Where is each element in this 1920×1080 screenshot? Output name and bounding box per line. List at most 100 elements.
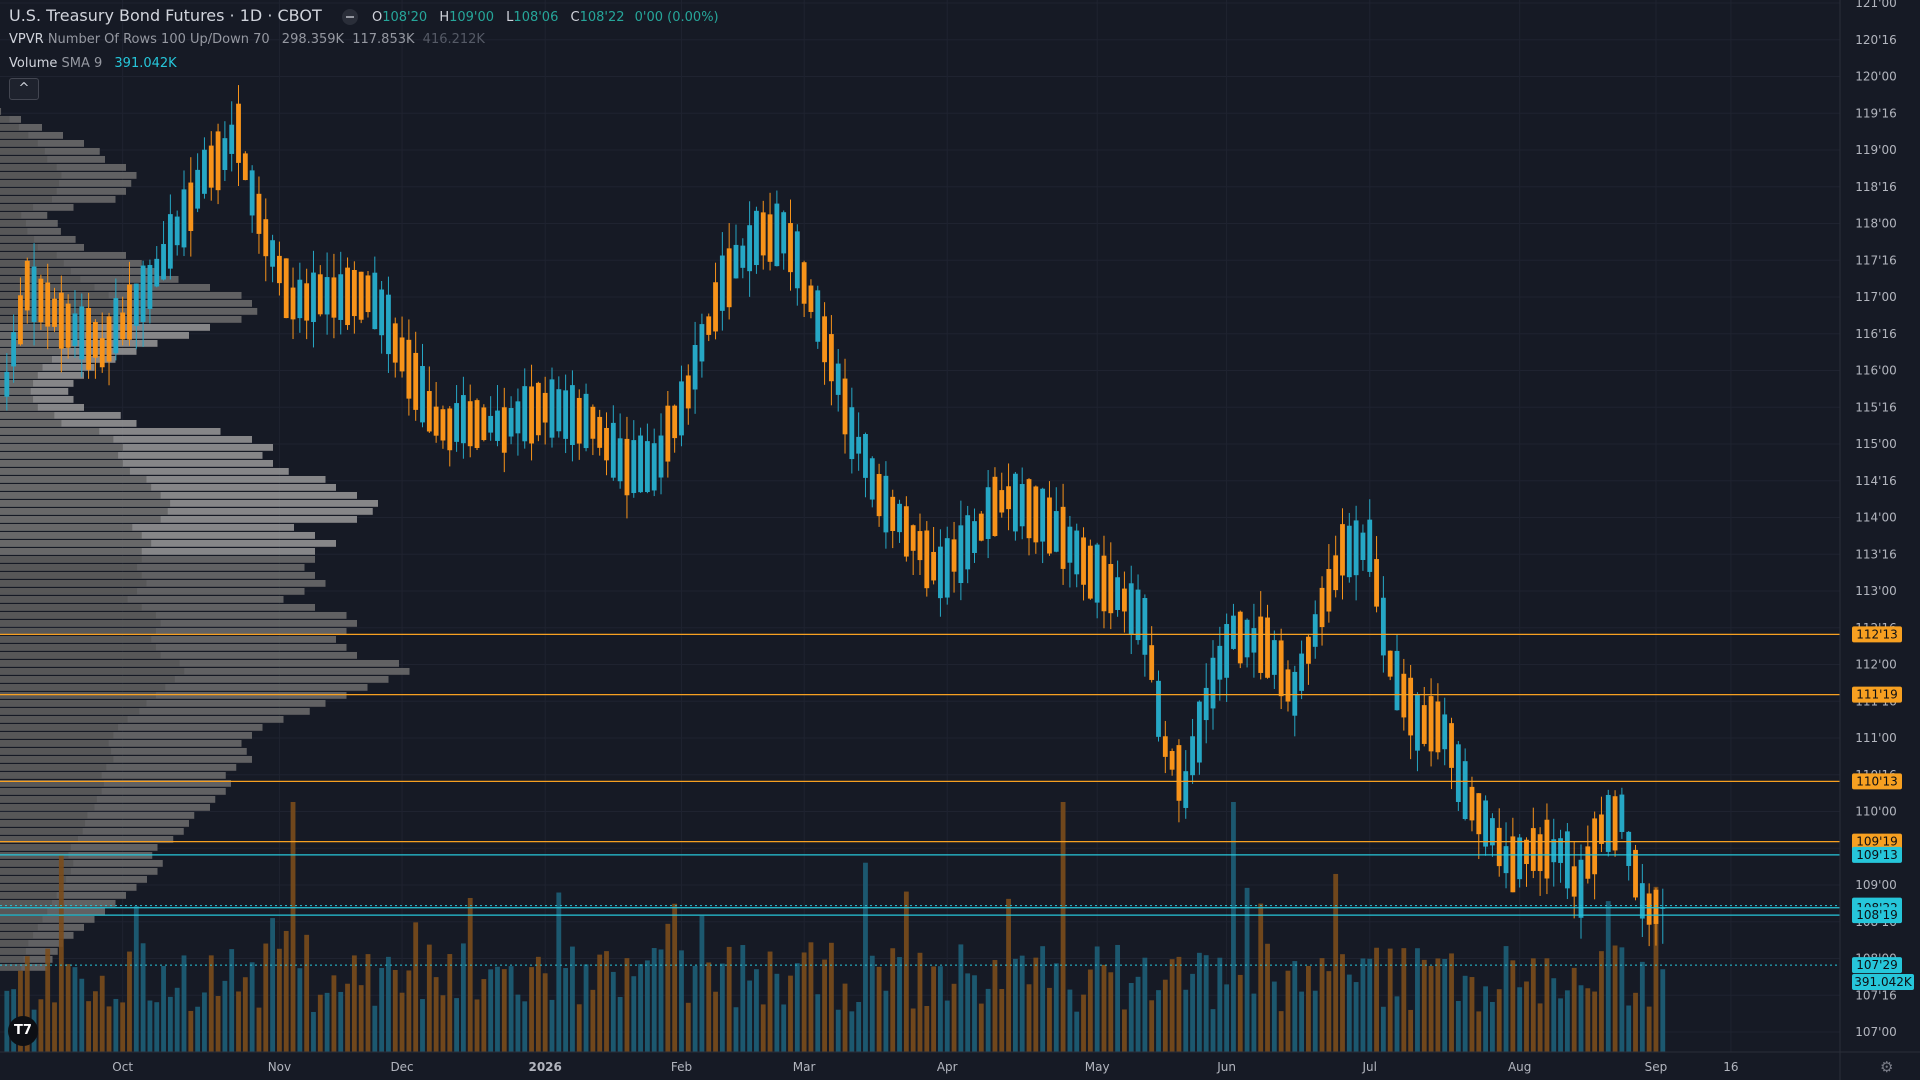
volume-bar	[1251, 993, 1257, 1052]
hline-price-label: 112'13	[1856, 627, 1897, 641]
profile-row-down	[0, 820, 86, 827]
price-tick-label: 107'16	[1855, 988, 1896, 1002]
candle-body	[658, 435, 664, 478]
profile-row	[0, 164, 126, 171]
profile-row	[0, 660, 399, 667]
profile-row	[0, 452, 263, 459]
candle-body	[1551, 839, 1557, 863]
gear-icon[interactable]: ⚙	[1880, 1058, 1894, 1076]
hline-price-label-bg[interactable]	[1852, 773, 1902, 790]
volume-bar	[1633, 992, 1638, 1052]
volume-bar	[372, 1005, 378, 1052]
volume-bar	[931, 966, 937, 1052]
candle-body	[1449, 723, 1454, 768]
candle-body	[338, 274, 344, 320]
hline-price-label-bg[interactable]	[1852, 957, 1902, 974]
profile-row	[0, 684, 368, 691]
symbol-legend: U.S. Treasury Bond Futures · 1D · CBOT O…	[9, 6, 719, 27]
vpvr-legend[interactable]: VPVR Number Of Rows 100 Up/Down 70 298.3…	[9, 32, 485, 47]
profile-row	[0, 716, 284, 723]
candle-body	[1149, 645, 1155, 680]
volume-params: SMA 9	[61, 56, 103, 71]
hline-price-label-bg[interactable]	[1852, 686, 1902, 703]
candle-body	[958, 525, 964, 584]
profile-row-down	[0, 116, 10, 123]
volume-bar	[849, 1011, 855, 1052]
candle-body	[644, 441, 650, 493]
volume-bar	[1203, 955, 1209, 1052]
profile-row-down	[0, 372, 38, 379]
volume-bar	[1646, 1006, 1652, 1052]
candle-body	[1244, 619, 1250, 658]
candle-body	[133, 283, 139, 326]
volume-bar	[801, 952, 807, 1052]
candle-body	[1653, 889, 1659, 924]
profile-row-down	[0, 236, 35, 243]
candle-body	[685, 375, 691, 409]
volume-legend[interactable]: Volume SMA 9 391.042K	[9, 56, 177, 71]
time-axis[interactable]: Oct Nov Dec 2026 Feb Mar Apr May Jun Jul Aug Sep 16	[0, 1051, 1920, 1074]
volume-bar	[420, 999, 425, 1052]
volume-bar	[202, 992, 207, 1052]
candle-body	[127, 284, 132, 340]
profile-row-down	[0, 492, 161, 499]
candle-body	[317, 274, 323, 315]
collapse-legend-button[interactable]: ^	[9, 78, 39, 100]
candle-body	[903, 506, 909, 557]
volume-bar	[1455, 1000, 1461, 1052]
candle-body	[754, 210, 759, 266]
volume-bar	[938, 966, 943, 1052]
candle-body	[188, 182, 194, 232]
hline-price-label-bg[interactable]	[1852, 907, 1902, 924]
hline-price-label-bg[interactable]	[1852, 833, 1902, 850]
volume-bar	[733, 1007, 739, 1052]
volume-bar	[1319, 958, 1325, 1052]
candle-body	[1122, 588, 1127, 612]
candle-body	[1196, 701, 1202, 763]
volume-bar	[910, 1008, 916, 1052]
symbol-title[interactable]: U.S. Treasury Bond Futures · 1D · CBOT	[9, 6, 322, 25]
price-axis[interactable]: 121'00 120'16 120'00 119'16 119'00 118'16 118'…	[1839, 0, 1920, 1080]
volume-bar	[1142, 957, 1148, 1052]
candle-body	[1203, 687, 1209, 721]
volume-bar	[324, 992, 330, 1052]
price-tick-label: 112'00	[1855, 658, 1896, 672]
profile-row	[0, 628, 347, 635]
price-tick-label: 109'00	[1855, 878, 1896, 892]
volume-bar	[794, 963, 800, 1052]
volume-bar	[311, 1011, 316, 1052]
profile-row	[0, 444, 273, 451]
candle-body	[215, 131, 221, 191]
volume-bar	[1299, 991, 1305, 1052]
high-key: H	[439, 10, 450, 25]
candle-body	[999, 490, 1005, 513]
profile-row	[0, 572, 315, 579]
visibility-icon[interactable]	[341, 8, 358, 25]
horizontal-lines[interactable]	[0, 633, 1840, 966]
candle-body	[1108, 563, 1114, 614]
profile-row-down	[0, 564, 138, 571]
volume-bar	[597, 954, 603, 1052]
profile-row	[0, 292, 242, 299]
volume-bar	[1346, 974, 1352, 1052]
volume-bar	[399, 992, 405, 1052]
profile-row-down	[0, 556, 142, 563]
volume-bar	[433, 977, 439, 1052]
candle-body	[65, 303, 71, 348]
candle-body	[835, 363, 841, 395]
candle-body	[229, 124, 235, 154]
volume-bar	[18, 970, 23, 1052]
profile-row-down	[0, 644, 156, 651]
profile-row-down	[0, 940, 29, 947]
volume-bar	[1394, 996, 1400, 1052]
profile-row	[0, 948, 58, 955]
open-value: 108'20	[382, 10, 428, 25]
hline-price-label-bg[interactable]	[1852, 846, 1902, 863]
hline-price-label-bg[interactable]	[1852, 626, 1902, 643]
volume-bar	[610, 971, 616, 1052]
profile-row-down	[0, 916, 43, 923]
candle-body	[1115, 577, 1121, 610]
volume-bar	[1115, 944, 1121, 1052]
tradingview-logo-icon[interactable]: T7	[8, 1016, 38, 1046]
